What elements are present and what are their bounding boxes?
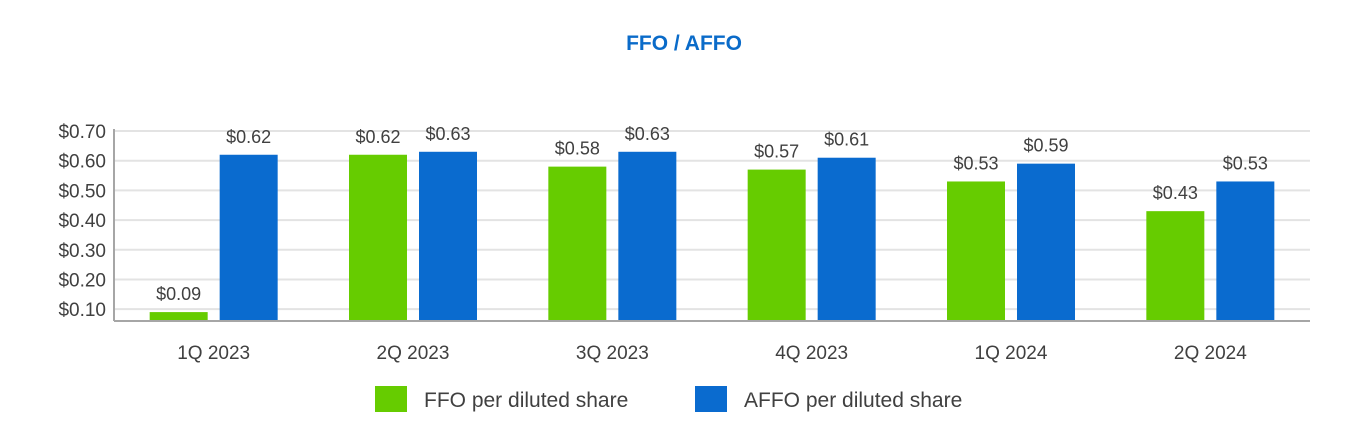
bar-ffo (149, 312, 208, 321)
x-tick-label: 2Q 2023 (377, 343, 450, 364)
data-label: $0.62 (226, 127, 271, 147)
bar-affo (817, 157, 876, 321)
data-label: $0.61 (824, 130, 869, 150)
bar-ffo (1146, 211, 1205, 321)
data-label: $0.63 (625, 124, 670, 144)
data-label: $0.53 (1223, 153, 1268, 173)
bar-affo (618, 151, 677, 321)
data-label: $0.09 (156, 284, 201, 304)
legend-label: FFO per diluted share (424, 389, 628, 412)
bar-affo (419, 151, 477, 321)
legend-label: AFFO per diluted share (744, 389, 962, 412)
bar-affo (219, 154, 278, 321)
data-label: $0.58 (555, 139, 600, 159)
y-tick-label: $0.10 (58, 300, 106, 321)
bar-affo (1216, 181, 1275, 321)
x-tick-label: 1Q 2024 (975, 343, 1048, 364)
x-tick-label: 2Q 2024 (1174, 343, 1247, 364)
x-tick-label: 1Q 2023 (177, 343, 250, 364)
x-tick-label: 4Q 2023 (775, 343, 848, 364)
legend-swatch (375, 386, 407, 412)
data-label: $0.53 (953, 153, 998, 173)
legend-swatch (695, 386, 727, 412)
bar-ffo (349, 154, 407, 321)
data-label: $0.62 (355, 127, 400, 147)
y-tick-label: $0.20 (58, 270, 106, 291)
chart-title: FFO / AFFO (626, 32, 742, 55)
y-tick-label: $0.40 (58, 211, 106, 232)
y-tick-label: $0.70 (58, 122, 106, 143)
data-label: $0.63 (425, 124, 470, 144)
data-label: $0.57 (754, 142, 799, 162)
y-tick-label: $0.60 (58, 152, 106, 173)
y-tick-label: $0.50 (58, 181, 106, 202)
bar-affo (1017, 163, 1075, 321)
y-tick-label: $0.30 (58, 241, 106, 262)
bar-ffo (947, 181, 1005, 321)
bar-ffo (747, 169, 806, 321)
bar-ffo (548, 166, 607, 321)
data-label: $0.43 (1153, 183, 1198, 203)
x-tick-label: 3Q 2023 (576, 343, 649, 364)
data-label: $0.59 (1023, 136, 1068, 156)
